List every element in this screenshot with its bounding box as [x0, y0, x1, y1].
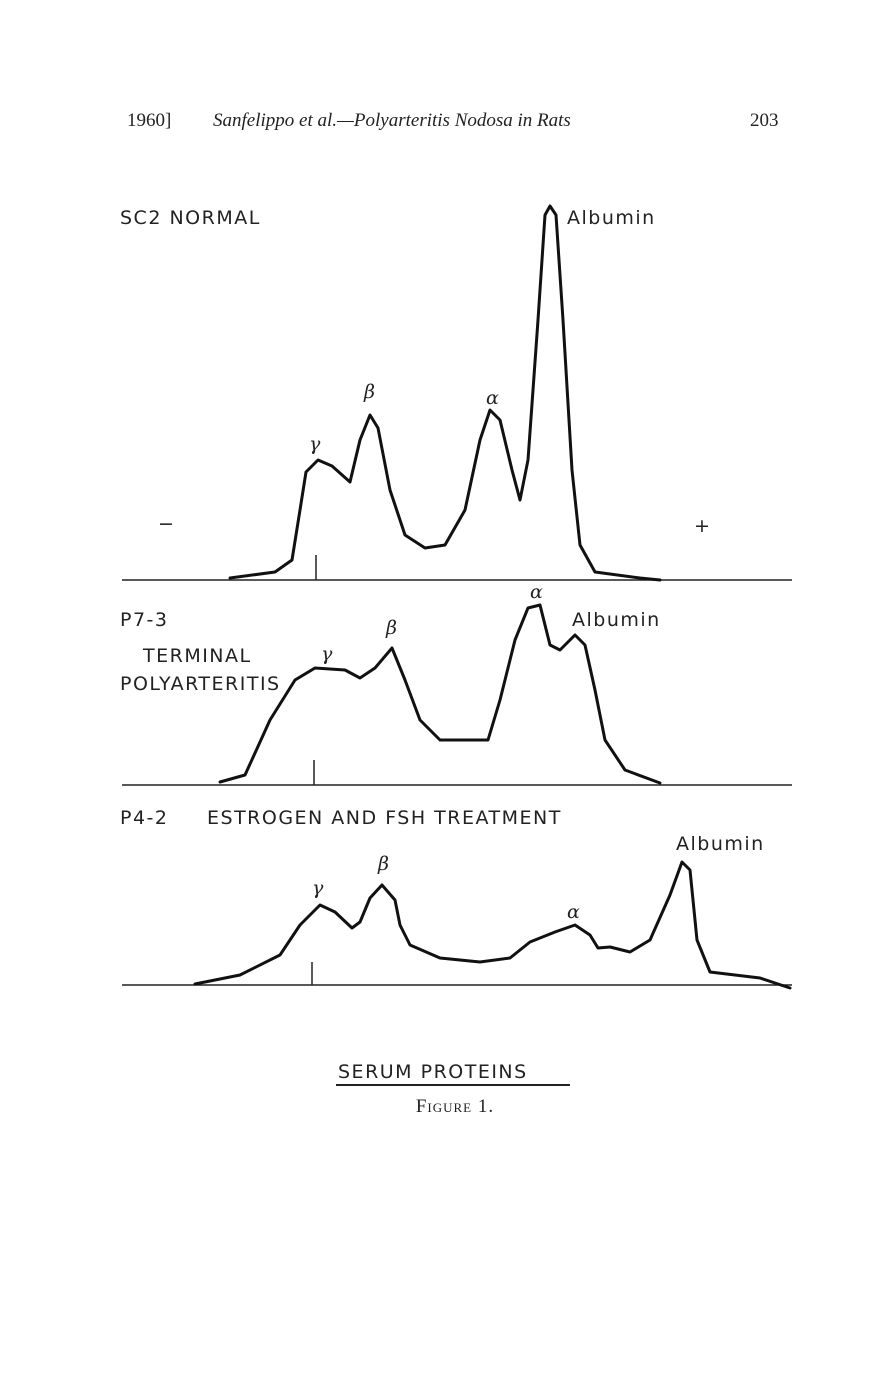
pole-label: − — [158, 513, 175, 535]
figure-title: SERUM PROTEINS — [338, 1061, 528, 1083]
pole-label: + — [694, 515, 711, 537]
figure-caption: Figure 1. — [416, 1096, 494, 1117]
peak-label: Albumin — [676, 833, 765, 855]
peak-label: Albumin — [572, 609, 661, 631]
peak-label: β — [385, 617, 397, 639]
densitometer-trace — [228, 204, 662, 582]
peak-label: β — [363, 381, 375, 403]
running-title: Sanfelippo et al.—Polyarteritis Nodosa i… — [213, 110, 571, 131]
peak-label: α — [530, 581, 543, 603]
panel-sublabel: POLYARTERITIS — [120, 673, 281, 695]
densitometer-trace — [193, 860, 792, 990]
panel-label: SC2 NORMAL — [120, 207, 261, 229]
peak-label: β — [377, 853, 389, 875]
panel-label: P4-2 — [120, 807, 169, 829]
peak-label: γ — [309, 433, 321, 455]
header-year: 1960] — [127, 110, 171, 131]
peak-label: Albumin — [567, 207, 656, 229]
peak-label: α — [486, 387, 499, 409]
densitometer-trace — [218, 603, 662, 785]
panel-label: P7-3 — [120, 609, 169, 631]
panel-sublabel: TERMINAL — [142, 645, 252, 667]
peak-label: γ — [312, 877, 324, 899]
peak-label: γ — [321, 643, 333, 665]
page-number: 203 — [750, 110, 779, 131]
peak-label: α — [567, 901, 580, 923]
panel-treatment: ESTROGEN AND FSH TREATMENT — [207, 807, 562, 829]
